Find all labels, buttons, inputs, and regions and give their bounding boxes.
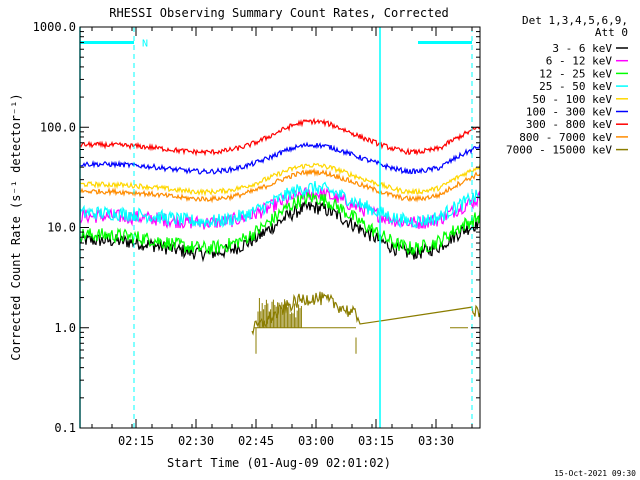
legend-entry-label: 100 - 300 keV	[526, 106, 612, 119]
y-tick-label: 100.0	[40, 120, 76, 134]
series-line-5	[79, 141, 481, 175]
legend-entry-label: 25 - 50 keV	[539, 80, 612, 93]
legend-header: Att 0	[595, 26, 628, 39]
night-flag-label: N	[142, 39, 148, 50]
legend-entry-label: 800 - 7000 keV	[519, 131, 612, 144]
plot-frame	[79, 26, 481, 429]
x-tick-label: 02:30	[178, 434, 214, 448]
y-tick-label: 1000.0	[33, 20, 76, 34]
series-line-4	[79, 162, 481, 197]
legend-entry-label: 300 - 800 keV	[526, 118, 612, 131]
legend-entry-label: 3 - 6 keV	[552, 42, 612, 55]
generation-timestamp: 15-Oct-2021 09:30	[554, 469, 636, 478]
legend-entry-label: 6 - 12 keV	[546, 55, 613, 68]
y-tick-label: 1.0	[54, 321, 76, 335]
x-tick-label: 03:30	[418, 434, 454, 448]
x-tick-label: 03:15	[358, 434, 394, 448]
y-tick-label: 0.1	[54, 421, 76, 435]
legend-header: Det 1,3,4,5,6,9,	[522, 14, 628, 27]
legend-entry-label: 50 - 100 keV	[533, 93, 613, 106]
x-tick-label: 03:00	[298, 434, 334, 448]
chart-title: RHESSI Observing Summary Count Rates, Co…	[109, 6, 449, 20]
series-line-0	[79, 199, 481, 263]
legend-entry-label: 7000 - 15000 keV	[506, 144, 612, 157]
legend-entry-label: 12 - 25 keV	[539, 67, 612, 80]
series-line-3	[79, 181, 481, 229]
series-line-7	[79, 167, 481, 204]
x-tick-label: 02:15	[118, 434, 154, 448]
y-axis-label: Corrected Count Rate (s⁻¹ detector⁻¹)	[9, 93, 23, 360]
x-axis-label: Start Time (01-Aug-09 02:01:02)	[167, 456, 391, 470]
y-tick-label: 10.0	[47, 221, 76, 235]
series-line-6	[79, 117, 481, 157]
x-tick-label: 02:45	[238, 434, 274, 448]
series-line-2	[79, 191, 481, 256]
